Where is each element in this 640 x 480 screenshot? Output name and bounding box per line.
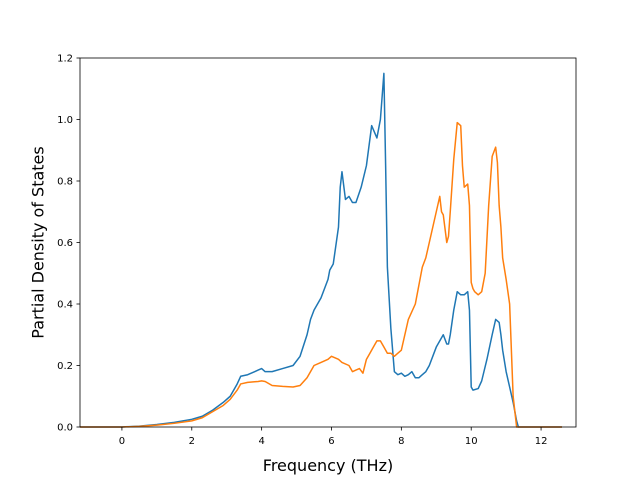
series-layer [80, 72, 563, 428]
y-tick-label: 1.2 [57, 54, 73, 65]
y-axis-label: Partial Density of States [29, 146, 48, 338]
x-tick-label: 4 [258, 436, 264, 447]
y-tick-label: 0.4 [57, 300, 73, 311]
series-1-line [80, 72, 563, 428]
series-2-line [80, 121, 563, 428]
x-tick-label: 0 [119, 436, 125, 447]
x-tick-label: 8 [398, 436, 404, 447]
y-tick-label: 1.0 [57, 115, 73, 126]
x-axis-ticks: 0 2 4 6 8 10 12 [119, 427, 548, 447]
y-tick-label: 0.6 [57, 238, 73, 249]
y-tick-label: 0.2 [57, 361, 73, 372]
x-tick-label: 10 [465, 436, 478, 447]
y-tick-label: 0.0 [57, 423, 73, 434]
x-tick-label: 6 [328, 436, 334, 447]
y-tick-label: 0.8 [57, 177, 73, 188]
x-axis-label: Frequency (THz) [263, 456, 393, 475]
x-tick-label: 12 [535, 436, 548, 447]
y-axis-ticks: 0.0 0.2 0.4 0.6 0.8 1.0 1.2 [57, 54, 80, 434]
x-tick-label: 2 [189, 436, 195, 447]
